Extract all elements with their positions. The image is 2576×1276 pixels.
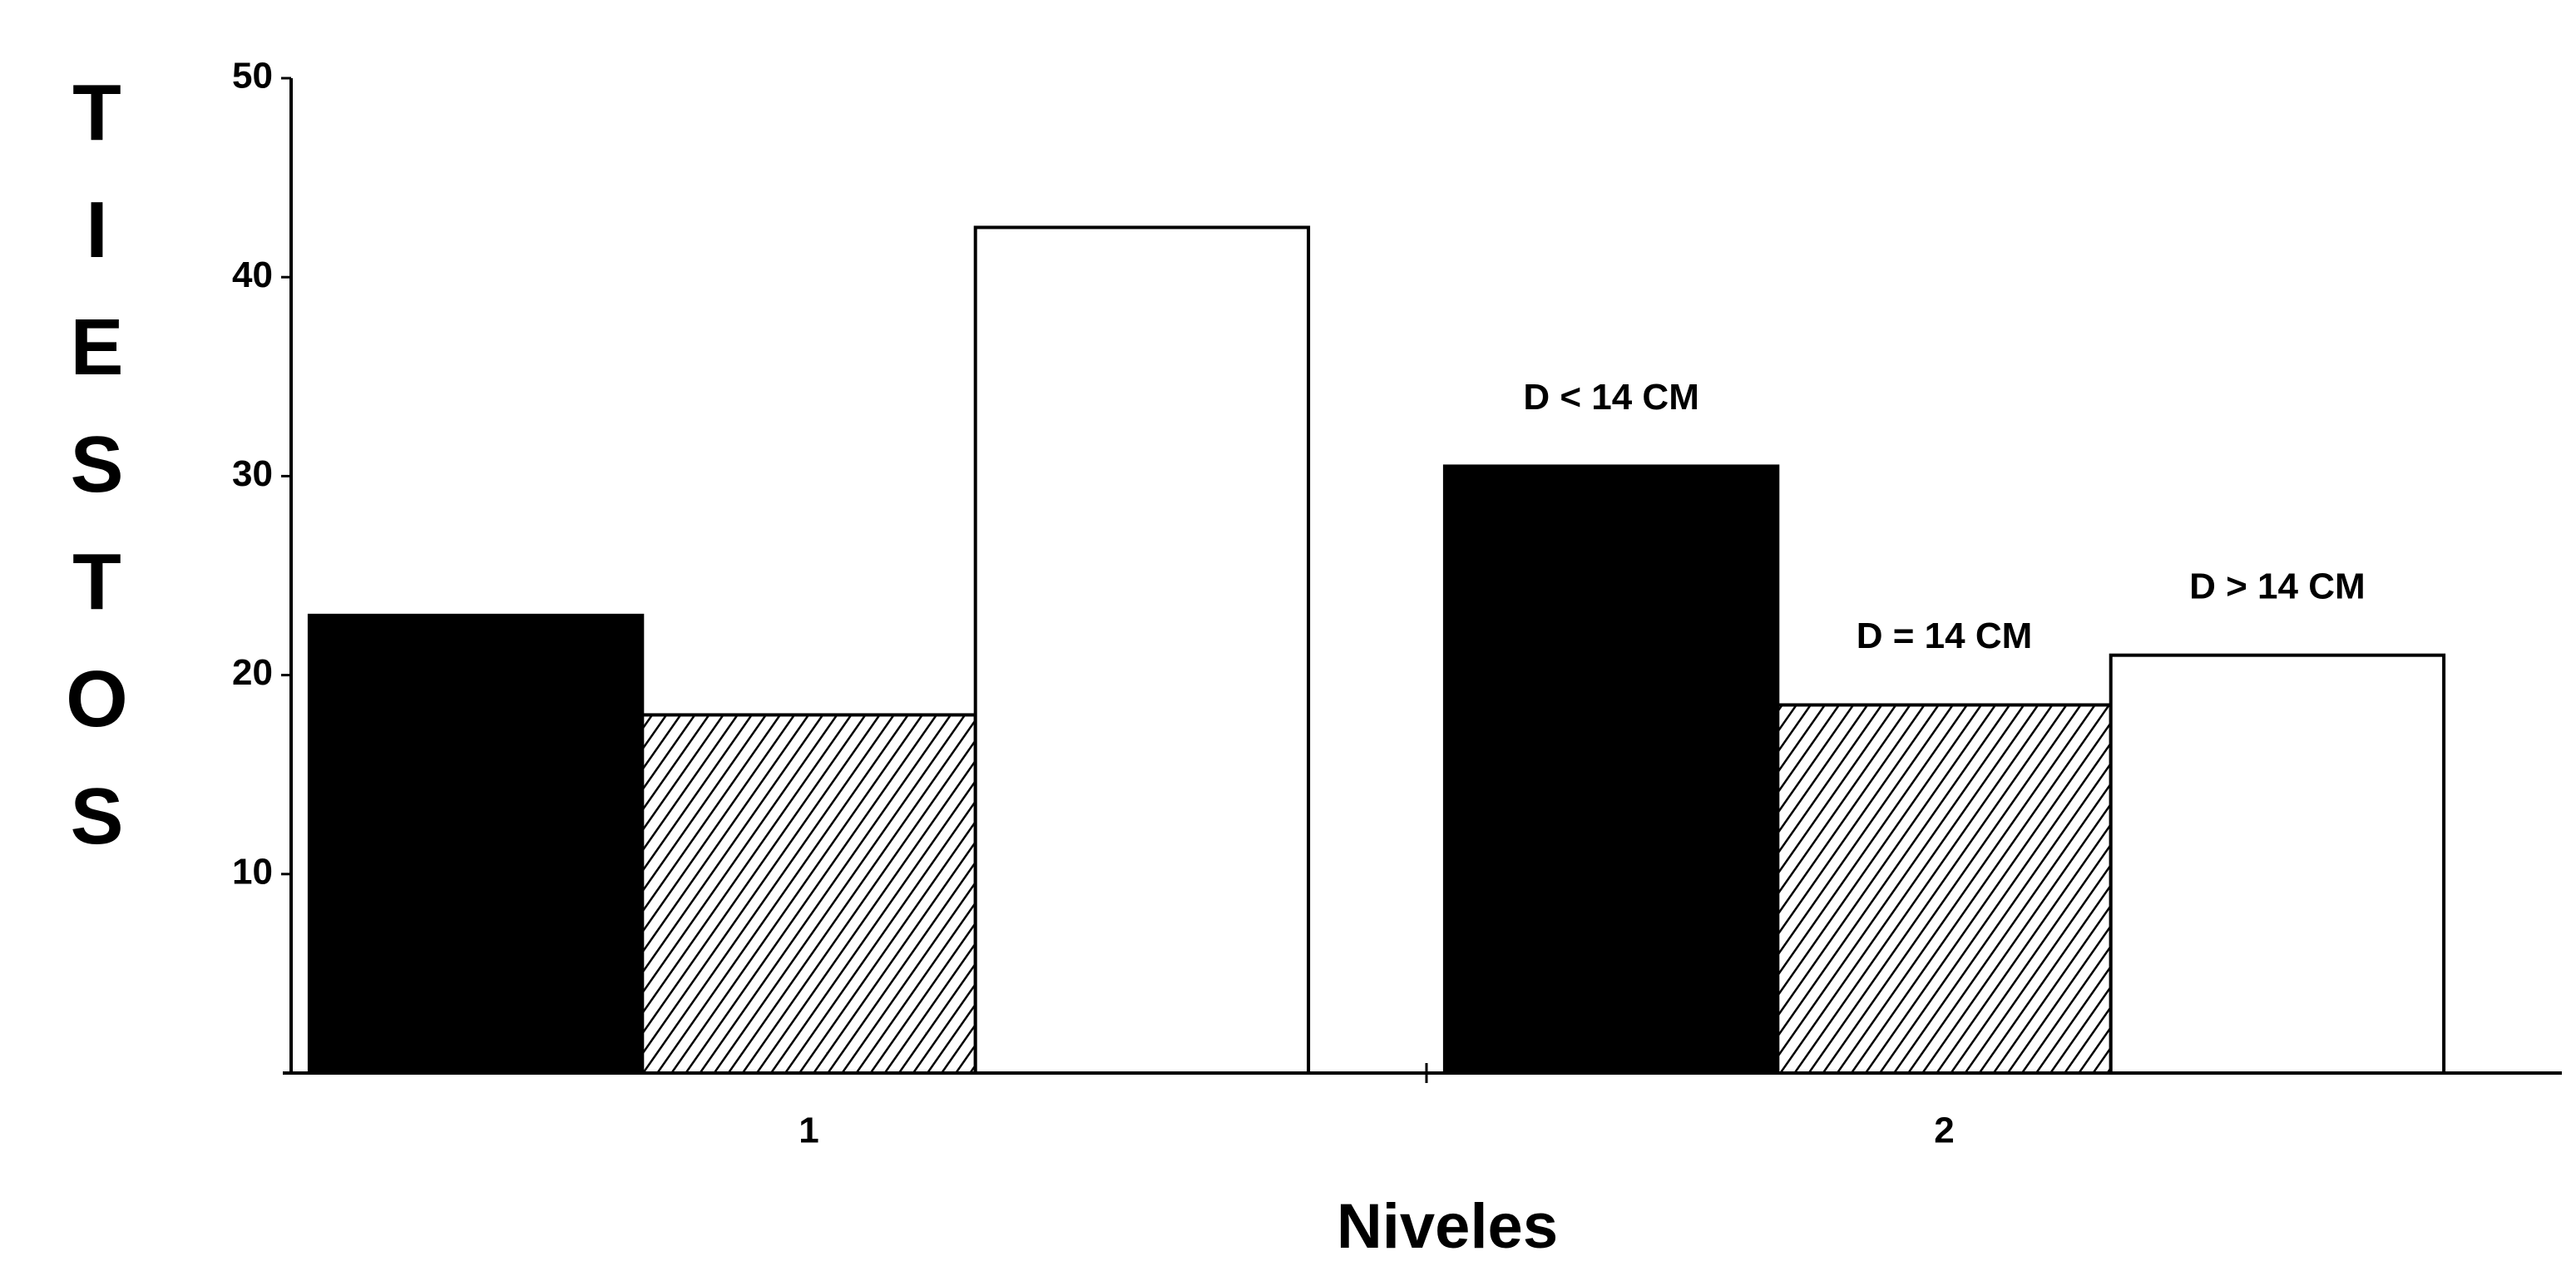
series-label: D = 14 CM [1857,616,2033,656]
x-axis-label: Niveles [1337,1191,1558,1262]
y-tick-label: 50 [232,56,273,96]
x-tick-label: 2 [1934,1110,1954,1151]
y-tick-label: 10 [232,851,273,892]
y-axis-label: TIESTOS [52,68,141,889]
bar [307,613,645,1075]
bar [640,713,977,1075]
bar [2109,653,2446,1075]
x-tick-label: 1 [799,1110,818,1151]
bar [973,225,1311,1075]
y-tick-label: 40 [232,255,273,295]
series-label: D < 14 CM [1523,377,1699,418]
bar [1776,703,2113,1075]
y-tick-label: 20 [232,652,273,693]
y-tick-label: 30 [232,453,273,494]
bar [1442,464,1780,1075]
series-label: D > 14 CM [2189,566,2366,606]
